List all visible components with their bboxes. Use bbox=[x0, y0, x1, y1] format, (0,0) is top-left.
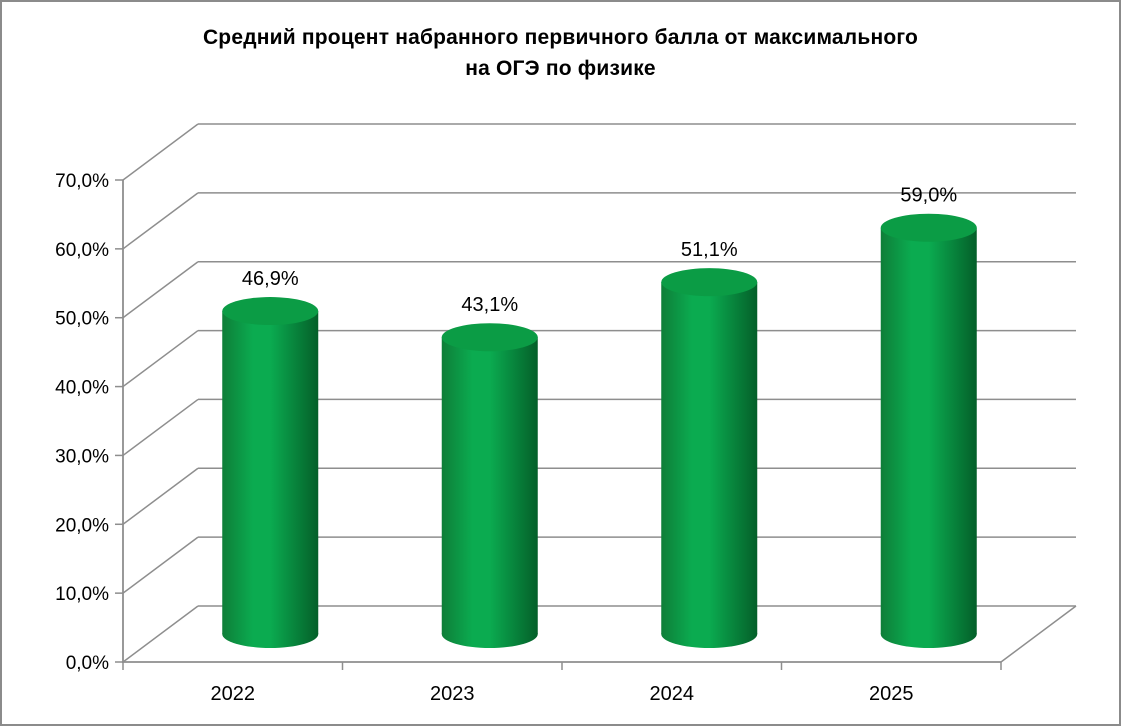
y-axis-tick-label: 20,0% bbox=[55, 515, 109, 536]
gridline-slant bbox=[122, 123, 199, 181]
y-axis-tick-label: 60,0% bbox=[55, 240, 109, 261]
cylinder-body bbox=[661, 282, 758, 634]
cylinder-top bbox=[661, 268, 758, 297]
cylinder-top bbox=[222, 297, 319, 326]
cylinder-top bbox=[880, 213, 977, 242]
gridline-slant bbox=[122, 329, 199, 388]
y-axis-tick-label: 30,0% bbox=[55, 446, 109, 467]
chart-title: Средний процент набранного первичного ба… bbox=[2, 22, 1119, 84]
cylinder-body bbox=[222, 311, 319, 634]
category-label: 2024 bbox=[650, 683, 695, 705]
cylinder-body bbox=[880, 227, 977, 634]
cylinder-top bbox=[441, 323, 538, 352]
value-label: 59,0% bbox=[900, 185, 957, 207]
value-label: 46,9% bbox=[242, 268, 299, 290]
cylinder-body bbox=[441, 337, 538, 634]
y-axis-tick-label: 40,0% bbox=[55, 378, 109, 399]
y-axis-tick-label: 10,0% bbox=[55, 584, 109, 605]
category-label: 2023 bbox=[430, 683, 475, 705]
gridline-slant bbox=[122, 261, 199, 319]
value-label: 43,1% bbox=[461, 294, 518, 316]
y-axis-tick-label: 0,0% bbox=[66, 653, 109, 674]
gridline-slant bbox=[122, 536, 199, 594]
chart-title-line-2: на ОГЭ по физике bbox=[465, 57, 656, 80]
gridline-slant bbox=[122, 192, 199, 250]
floor-right-edge bbox=[1000, 605, 1077, 663]
category-label: 2022 bbox=[211, 683, 256, 705]
gridline-slant bbox=[122, 605, 199, 663]
value-label: 51,1% bbox=[681, 239, 738, 261]
category-label: 2025 bbox=[869, 683, 914, 705]
chart-title-line-1: Средний процент набранного первичного ба… bbox=[202, 26, 919, 49]
y-axis-tick-label: 70,0% bbox=[55, 171, 109, 192]
gridline-slant bbox=[122, 398, 199, 457]
gridline-slant bbox=[122, 467, 199, 525]
y-axis-tick-label: 50,0% bbox=[55, 309, 109, 330]
